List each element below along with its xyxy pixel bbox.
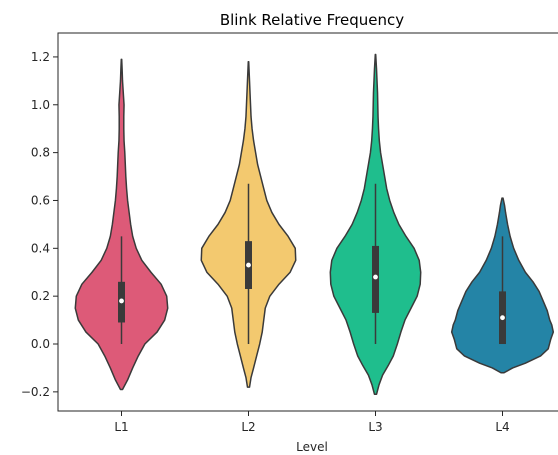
x-tick-label: L3 <box>368 420 382 434</box>
y-tick-label: 1.0 <box>31 98 50 112</box>
violin-body-l1 <box>74 58 169 391</box>
y-tick-label: 0.6 <box>31 193 50 207</box>
y-tick-label: −0.2 <box>21 385 50 399</box>
x-axis-label: Level <box>296 440 328 454</box>
x-axis: L1 L2 L3 L4 <box>114 411 510 434</box>
violin-median-l4 <box>500 315 505 321</box>
chart-title: Blink Relative Frequency <box>220 11 404 29</box>
x-tick-label: L1 <box>114 420 128 434</box>
x-tick-label: L2 <box>241 420 255 434</box>
y-tick-label: 0.0 <box>31 337 50 351</box>
y-axis: −0.2 0.0 0.2 0.4 0.6 0.8 1.0 1.2 <box>21 50 58 399</box>
plot-frame <box>57 32 558 412</box>
x-tick-label: L4 <box>495 420 509 434</box>
violin-median-l3 <box>373 274 378 280</box>
y-tick-label: 0.8 <box>31 146 50 160</box>
violins-group <box>74 53 555 395</box>
y-tick-label: 0.2 <box>31 289 50 303</box>
y-tick-label: 1.2 <box>31 50 50 64</box>
violin-median-l2 <box>246 262 251 268</box>
y-tick-label: 0.4 <box>31 241 50 255</box>
violin-median-l1 <box>119 298 124 304</box>
